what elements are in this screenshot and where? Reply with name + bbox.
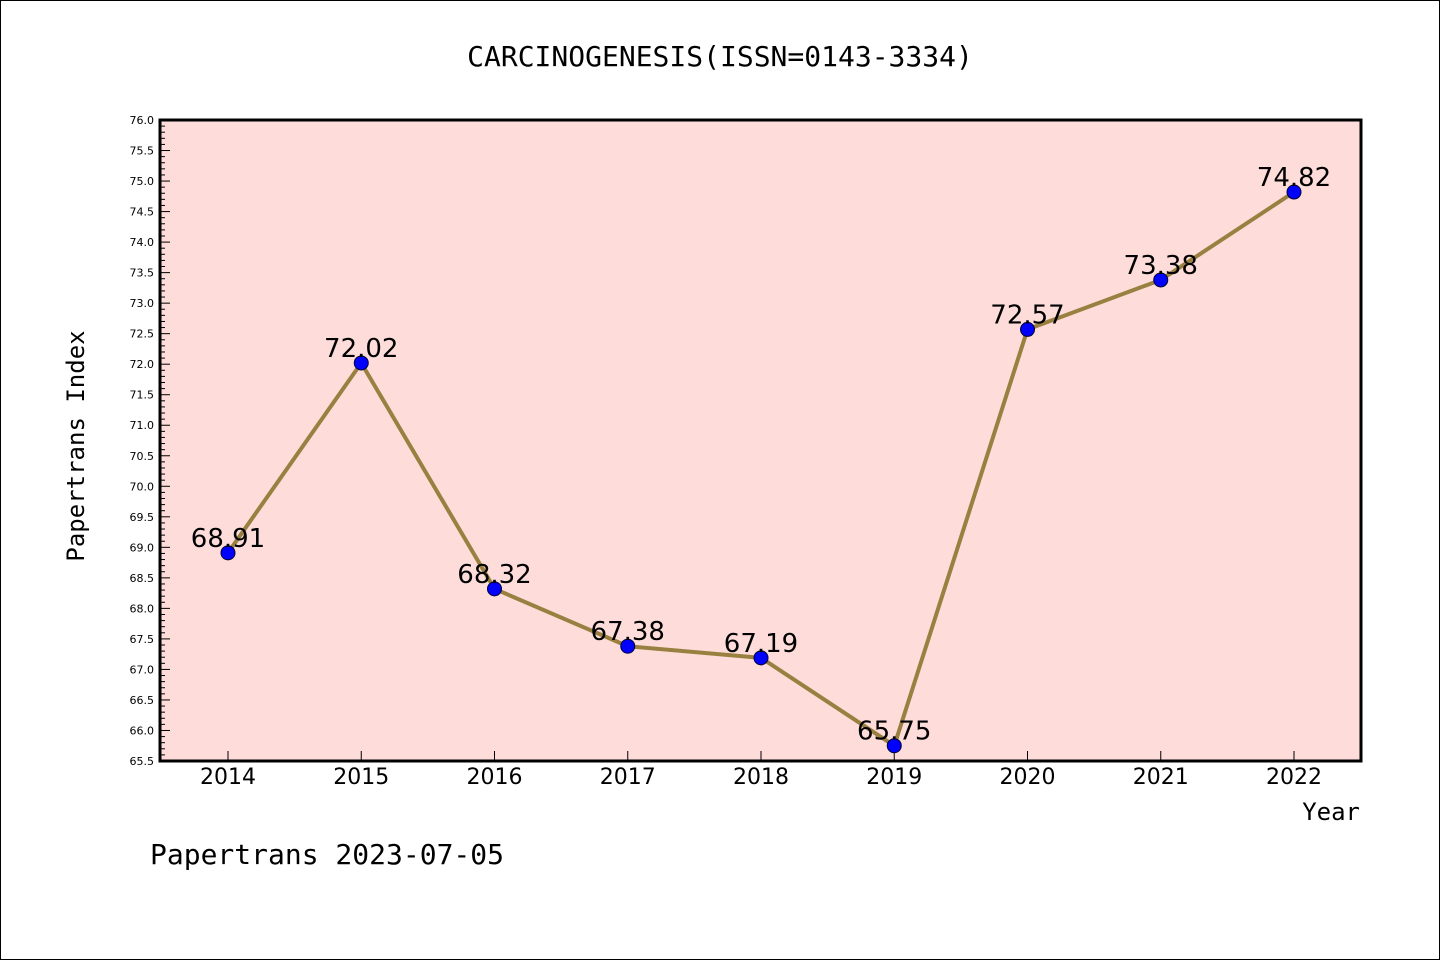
x-tick-label: 2021 bbox=[1133, 765, 1189, 790]
data-label: 72.02 bbox=[324, 334, 398, 364]
x-axis-label: Year bbox=[1302, 798, 1360, 826]
y-tick-label: 71.0 bbox=[130, 419, 155, 432]
x-tick-label: 2014 bbox=[200, 765, 256, 790]
data-points bbox=[220, 184, 1302, 754]
y-tick-label: 66.5 bbox=[130, 694, 155, 707]
data-point bbox=[886, 738, 902, 754]
footer-text: Papertrans 2023-07-05 bbox=[150, 838, 504, 871]
x-tick-label: 2022 bbox=[1266, 765, 1322, 790]
y-tick-label: 70.5 bbox=[130, 450, 155, 463]
y-tick-label: 70.0 bbox=[130, 480, 155, 493]
data-label: 72.57 bbox=[990, 300, 1064, 330]
data-point bbox=[620, 638, 636, 654]
x-tick-label: 2015 bbox=[333, 765, 389, 790]
y-tick-label: 75.0 bbox=[130, 175, 155, 188]
y-tick-label: 72.0 bbox=[130, 358, 155, 371]
y-tick-label: 74.5 bbox=[130, 206, 155, 219]
y-tick-label: 66.0 bbox=[130, 724, 155, 737]
data-point bbox=[1020, 321, 1035, 337]
data-point bbox=[487, 581, 502, 597]
x-tick-label: 2017 bbox=[600, 765, 656, 790]
y-tick-label: 65.5 bbox=[130, 755, 155, 768]
y-tick-label: 73.5 bbox=[130, 267, 155, 280]
y-tick-label: 75.5 bbox=[130, 145, 155, 158]
data-label: 65.75 bbox=[857, 717, 931, 747]
x-tick-label: 2019 bbox=[866, 765, 922, 790]
y-tick-label: 68.0 bbox=[130, 602, 155, 615]
y-tick-label: 71.5 bbox=[130, 389, 155, 402]
y-tick-label: 67.5 bbox=[130, 633, 155, 646]
data-label: 68.91 bbox=[191, 524, 265, 554]
data-label: 73.38 bbox=[1124, 251, 1198, 281]
y-tick-label: 69.0 bbox=[130, 541, 155, 554]
data-point bbox=[753, 650, 769, 666]
y-axis: 65.5 66.0 66.5 67.0 67.5 68.0 68.5 69.0 69.5 70.0… bbox=[130, 114, 170, 768]
x-axis: 2014 2015 2016 2017 2018 2019 2020 2021 2022 bbox=[200, 751, 1322, 790]
y-tick-label: 67.0 bbox=[130, 663, 155, 676]
data-labels: 68.91 72.02 68.32 67.38 67.19 65.75 72.57 73.38… bbox=[191, 163, 1331, 747]
data-point bbox=[220, 545, 236, 561]
chart-title: CARCINOGENESIS(ISSN=0143-3334) bbox=[467, 40, 973, 73]
data-point bbox=[353, 355, 369, 371]
y-axis-label: Papertrans Index bbox=[62, 330, 90, 561]
data-point bbox=[1153, 272, 1169, 288]
data-label: 74.82 bbox=[1257, 163, 1331, 193]
data-label: 67.19 bbox=[724, 629, 798, 659]
y-tick-label: 72.5 bbox=[130, 328, 155, 341]
data-label: 68.32 bbox=[457, 560, 531, 590]
data-label: 67.38 bbox=[591, 617, 665, 647]
y-tick-label: 74.0 bbox=[130, 236, 155, 249]
y-tick-label: 73.0 bbox=[130, 297, 155, 310]
x-tick-label: 2016 bbox=[467, 765, 523, 790]
data-point bbox=[1286, 184, 1302, 200]
y-tick-label: 76.0 bbox=[130, 114, 155, 127]
y-tick-label: 69.5 bbox=[130, 511, 155, 524]
x-tick-label: 2018 bbox=[733, 765, 789, 790]
y-tick-label: 68.5 bbox=[130, 572, 155, 585]
x-tick-label: 2020 bbox=[1000, 765, 1056, 790]
